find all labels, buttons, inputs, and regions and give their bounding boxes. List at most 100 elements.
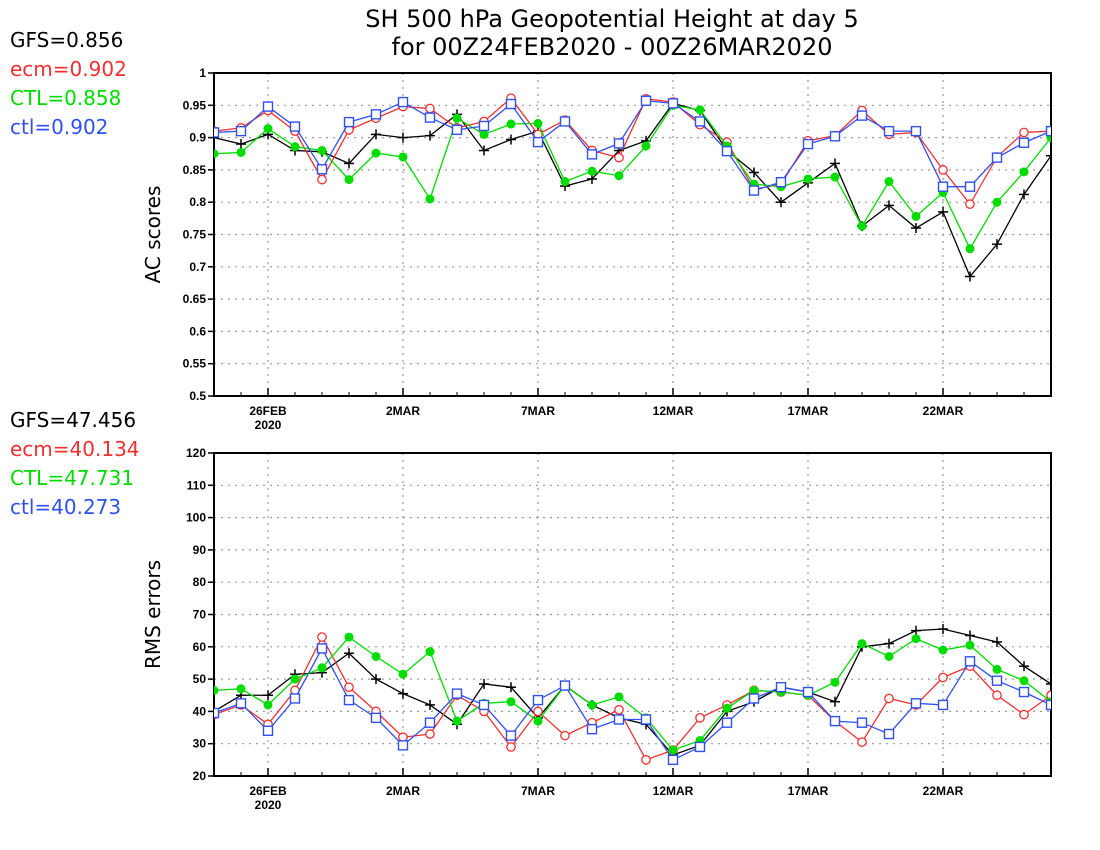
- data-point-ecm: [938, 165, 948, 175]
- data-point-GFS: [1019, 189, 1029, 200]
- data-point-GFS: [425, 699, 435, 710]
- data-point-GFS: [749, 167, 759, 178]
- data-point-ctl: [964, 656, 976, 667]
- data-point-GFS: [344, 648, 354, 659]
- data-point-ecm: [533, 706, 543, 717]
- data-point-ctl: [1018, 137, 1030, 148]
- data-point-CTL: [803, 174, 813, 184]
- data-point-ctl: [478, 120, 490, 132]
- data-point-ctl: [586, 723, 598, 735]
- series-line-ctl: [214, 647, 1051, 761]
- data-point-GFS: [911, 223, 921, 234]
- data-point-CTL: [965, 244, 975, 254]
- data-point-ctl: [640, 714, 652, 725]
- data-point-ctl: [829, 715, 841, 727]
- stat-CTL: CTL=0.858: [10, 86, 121, 110]
- series-line-ecm: [214, 635, 1051, 761]
- x-tick-sublabel: 2020: [255, 418, 282, 432]
- data-point-ctl: [694, 741, 706, 753]
- data-point-CTL: [722, 703, 732, 713]
- data-point-ctl: [478, 699, 490, 711]
- stat-ecm: ecm=40.134: [10, 437, 140, 461]
- data-point-ctl: [532, 694, 544, 706]
- data-point-CTL: [614, 692, 624, 702]
- data-point-GFS: [884, 638, 894, 649]
- data-point-GFS: [938, 206, 948, 217]
- data-point-ecm: [560, 730, 570, 741]
- data-point-GFS: [398, 132, 408, 143]
- y-tick-label: 50: [193, 672, 207, 686]
- data-point-CTL: [398, 669, 408, 679]
- data-point-GFS: [965, 271, 975, 282]
- data-point-ctl: [532, 136, 544, 148]
- x-tick-label: 26FEB: [249, 784, 287, 798]
- data-point-CTL: [452, 716, 462, 726]
- data-point-CTL: [214, 685, 219, 695]
- data-point-CTL: [290, 142, 300, 152]
- data-point-CTL: [668, 745, 678, 755]
- data-point-CTL: [938, 645, 948, 655]
- data-point-CTL: [214, 149, 219, 159]
- data-point-ctl: [775, 176, 787, 188]
- data-point-ecm: [965, 199, 975, 209]
- data-point-CTL: [695, 105, 705, 115]
- data-point-GFS: [830, 158, 840, 169]
- y-tick-label: 0.6: [189, 324, 206, 338]
- y-tick-label: 30: [193, 737, 207, 751]
- data-point-CTL: [317, 663, 327, 673]
- data-point-CTL: [506, 697, 516, 707]
- data-point-CTL: [911, 634, 921, 644]
- data-point-GFS: [506, 682, 516, 693]
- chart-panels: GFS=0.856 ecm=0.902 CTL=0.858 ctl=0.902 AC s…: [10, 28, 1052, 812]
- y-tick-label: 70: [193, 608, 207, 622]
- data-point-CTL: [749, 685, 759, 695]
- data-point-CTL: [263, 700, 273, 710]
- data-point-ecm: [1019, 127, 1029, 138]
- data-point-ctl: [451, 688, 463, 699]
- y-tick-label: 40: [193, 704, 207, 718]
- y-axis-label: AC scores: [141, 186, 165, 284]
- data-point-CTL: [452, 113, 462, 123]
- data-point-GFS: [911, 625, 921, 636]
- data-point-ecm: [425, 103, 435, 114]
- data-point-ctl: [1018, 686, 1030, 698]
- y-tick-label: 90: [193, 543, 207, 557]
- data-point-CTL: [830, 677, 840, 687]
- data-point-ctl: [640, 95, 652, 106]
- x-tick-label: 2MAR: [386, 404, 420, 418]
- data-point-GFS: [992, 239, 1002, 250]
- data-point-ctl: [262, 101, 274, 112]
- data-point-ctl: [748, 185, 760, 196]
- stat-GFS: GFS=47.456: [10, 408, 136, 432]
- y-tick-label: 0.85: [183, 163, 207, 177]
- data-point-GFS: [830, 696, 840, 707]
- panel-rms-errors: GFS=47.456 ecm=40.134 CTL=47.731 ctl=40.273…: [10, 408, 1052, 812]
- y-tick-label: 120: [186, 446, 206, 460]
- data-point-ecm: [884, 693, 894, 704]
- data-point-ctl: [937, 181, 949, 192]
- data-point-GFS: [965, 630, 975, 641]
- data-point-ctl: [370, 109, 382, 120]
- data-point-GFS: [776, 197, 786, 208]
- stat-GFS: GFS=0.856: [10, 28, 123, 52]
- y-tick-label: 0.55: [183, 357, 207, 371]
- y-tick-label: 0.9: [189, 131, 206, 145]
- y-tick-label: 0.95: [183, 98, 207, 112]
- data-point-ctl: [856, 110, 868, 121]
- data-point-CTL: [587, 700, 597, 710]
- y-tick-label: 60: [193, 640, 207, 654]
- data-point-CTL: [533, 716, 543, 726]
- x-tick-label: 22MAR: [923, 784, 964, 798]
- data-point-CTL: [371, 148, 381, 158]
- stat-ctl: ctl=0.902: [10, 115, 108, 139]
- data-point-ctl: [370, 712, 382, 724]
- data-point-ctl: [505, 98, 517, 110]
- data-point-GFS: [344, 158, 354, 169]
- data-point-CTL: [884, 177, 894, 187]
- data-point-GFS: [236, 139, 246, 150]
- x-tick-label: 26FEB: [249, 404, 287, 418]
- data-point-ctl: [505, 730, 517, 741]
- data-point-ecm: [695, 713, 705, 723]
- data-point-CTL: [857, 221, 867, 231]
- x-tick-label: 17MAR: [788, 784, 829, 798]
